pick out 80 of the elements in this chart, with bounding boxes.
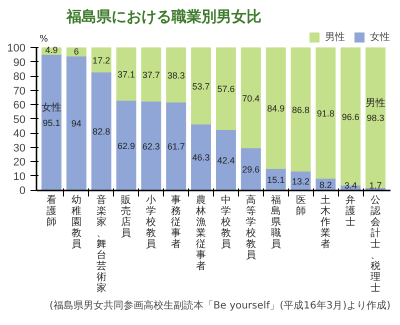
bar: [116, 47, 136, 101]
text: 男性: [366, 98, 386, 109]
bar: [316, 47, 336, 179]
y-tick-label: 80: [13, 71, 26, 84]
data-label: 15.1: [267, 174, 285, 185]
legend-label: 男性: [325, 30, 345, 44]
bar: [66, 56, 86, 190]
x-tick-label: 農林漁業従事者: [195, 194, 206, 272]
chart-title: 福島県における職業別男女比: [66, 8, 262, 26]
x-tick-label: 高等学校教員: [244, 194, 256, 262]
data-label: 62.9: [117, 140, 136, 151]
data-label: 53.7: [192, 81, 210, 92]
data-label: 6: [74, 46, 79, 57]
bar: [91, 47, 112, 72]
data-label: 57.6: [217, 84, 235, 94]
y-tick-label: 100: [7, 42, 26, 55]
bar: [191, 124, 212, 190]
bar: [166, 102, 186, 190]
bar: [290, 47, 311, 172]
bar: [141, 47, 162, 102]
data-label: 84.9: [267, 104, 285, 114]
data-label: 8.2: [319, 180, 332, 190]
bar: [91, 72, 112, 190]
y-tick-label: 60: [13, 100, 26, 112]
x-tick-label: 幼稚園教員: [71, 194, 82, 250]
x-tick-label: 福島県職員: [270, 194, 281, 250]
data-label: 3.4: [344, 180, 357, 191]
data-label: 96.6: [342, 112, 360, 122]
text: 女性: [41, 102, 62, 114]
x-tick-label: 中学校教員: [220, 194, 231, 250]
data-label: 29.6: [242, 164, 260, 175]
data-label: 61.7: [167, 142, 185, 152]
data-label: 94: [71, 118, 82, 129]
y-tick-label: 50: [13, 114, 26, 126]
data-label: 70.4: [242, 93, 260, 104]
category-label: 公認会計士、税理士: [370, 195, 381, 294]
data-label: 17.2: [92, 55, 110, 66]
data-label: 1.7: [369, 180, 382, 191]
data-label: 62.3: [142, 141, 160, 152]
bar: [216, 47, 236, 130]
bar: [141, 101, 162, 190]
data-label: 37.1: [117, 70, 136, 80]
data-label: 38.3: [167, 70, 185, 80]
bar: [166, 47, 186, 102]
data-label: 42.4: [217, 155, 235, 166]
bar: [116, 100, 136, 190]
category-label: 音楽家、舞台芸術家: [96, 195, 106, 294]
y-tick-label: 0: [19, 185, 26, 198]
bar: [191, 47, 212, 124]
text: (福島県男女共同参画高校生副読本「Be yourself」(平成16年3月)より作成): [49, 300, 391, 312]
data-label: 37.7: [142, 70, 160, 80]
y-tick-label: 70: [13, 85, 26, 98]
bar: [240, 47, 261, 148]
legend-label: 女性: [370, 30, 390, 44]
data-label: 95.1: [42, 118, 60, 128]
x-tick-label: 医師: [296, 195, 306, 218]
y-axis-title: %: [40, 34, 48, 45]
x-tick-label: 販売店員: [121, 194, 132, 240]
x-tick-label: 小学校教員: [145, 194, 156, 250]
bar: [41, 54, 62, 190]
y-tick-label: 90: [13, 56, 26, 69]
data-label: 86.8: [292, 104, 310, 115]
data-label: 91.8: [316, 108, 334, 119]
data-label: 4.9: [45, 45, 58, 56]
y-tick-label: 10: [13, 170, 26, 183]
data-label: 13.2: [292, 176, 310, 186]
data-label: 46.3: [192, 152, 210, 163]
x-tick-label: 事務従事者: [171, 194, 182, 250]
x-tick-label: 看護師: [46, 194, 56, 228]
bar: [366, 47, 386, 188]
bar: [266, 47, 286, 169]
data-label: 82.8: [92, 126, 110, 137]
y-tick-label: 30: [13, 142, 26, 154]
y-tick-label: 40: [13, 128, 26, 140]
bar: [240, 148, 261, 190]
y-tick-label: 20: [13, 156, 26, 169]
bar: [216, 129, 236, 190]
data-label: 98.3: [366, 113, 384, 124]
x-tick-label: 土木作業者: [320, 194, 331, 250]
x-tick-label: 弁護士: [346, 194, 356, 228]
